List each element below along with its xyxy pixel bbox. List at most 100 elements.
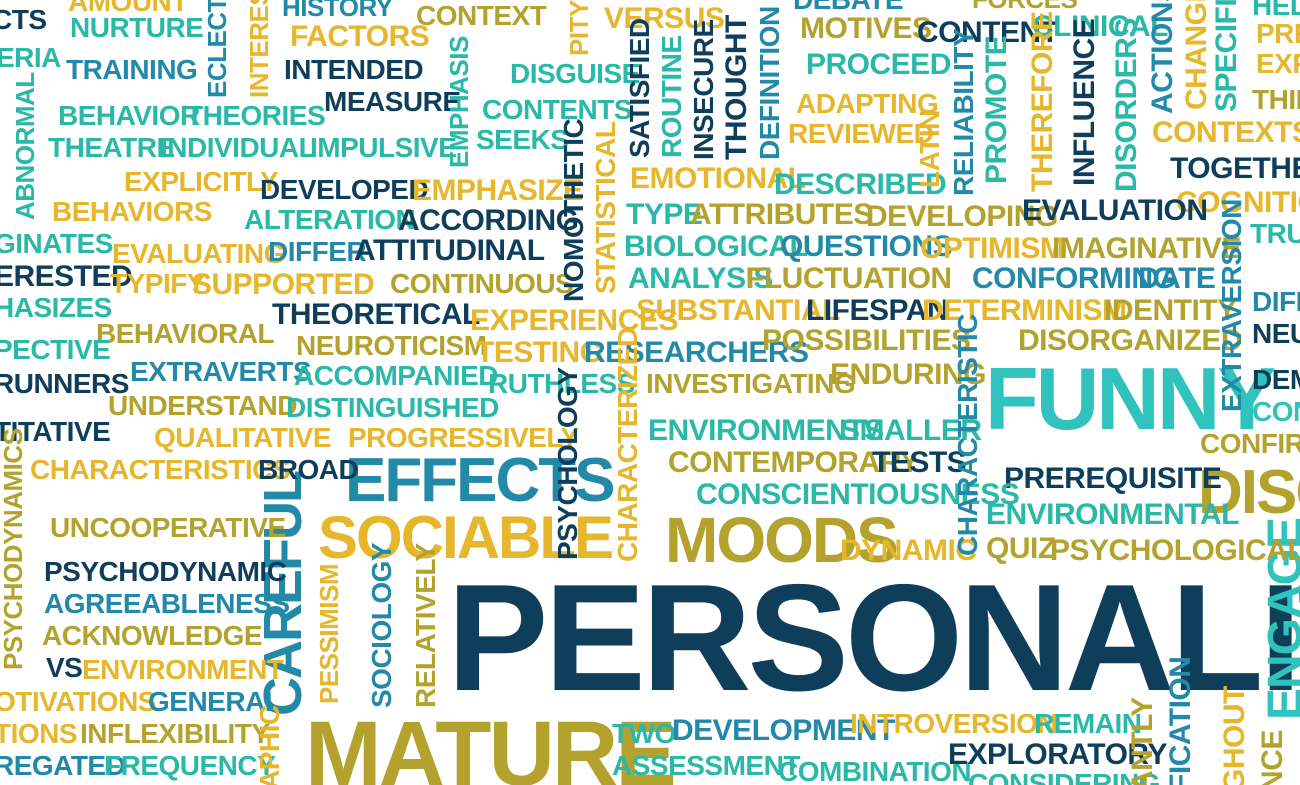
word-described: DESCRIBED	[774, 168, 947, 201]
word-moods: MOODS	[665, 504, 899, 576]
word-eria: ERIA	[0, 42, 61, 73]
word-factors: FACTORS	[290, 20, 430, 53]
word-accompanied: ACCOMPANIED	[294, 360, 498, 391]
word-routine: ROUTINE	[656, 35, 687, 159]
word-history: HISTORY	[282, 0, 393, 22]
word-eclectic: ECLECTIC	[202, 0, 232, 98]
word-pective: PECTIVE	[0, 334, 111, 365]
word-conscientiousness: CONSCIENTIOUSNESS	[696, 478, 1020, 511]
word-nomothetic: NOMOTHETIC	[558, 118, 589, 302]
word-psychology: PSYCHOLOGY	[552, 367, 583, 560]
word-alteration: ALTERATION	[244, 204, 416, 235]
word-aphic: APHIC	[254, 705, 285, 785]
word-runners: RUNNERS	[0, 368, 129, 399]
word-emphasize: EMPHASIZE	[412, 174, 583, 207]
word-remain: REMAIN	[1034, 708, 1142, 739]
word-measure: MEASURE	[324, 86, 461, 117]
word-reviewed: REVIEWED	[788, 118, 934, 149]
word-thought: THOUGHT	[720, 15, 753, 160]
word-developing: DEVELOPING	[866, 200, 1058, 233]
word-together: TOGETHER	[1170, 152, 1300, 185]
word-interest: INTERES	[244, 0, 274, 98]
word-content: CONTENT	[917, 16, 1059, 49]
word-effects: EFFECTS	[345, 446, 615, 515]
word-evaluating: EVALUATING	[112, 238, 285, 269]
word-continuous: CONTINUOUS	[390, 268, 574, 299]
word-seeks: SEEKS	[476, 124, 569, 155]
word-experiences: EXPERIENCES	[470, 304, 678, 337]
word-actions: ACTIONS	[1146, 0, 1179, 114]
word-personality: PERSONALITY	[447, 553, 1300, 723]
word-pity: PITY	[564, 0, 594, 56]
word-broad: BROAD	[258, 454, 359, 485]
word-tru: TRU	[1250, 218, 1300, 249]
word-two: TWO	[612, 718, 676, 749]
word-combination: COMBINATION	[778, 756, 972, 785]
word-reliability: RELIABILITY	[948, 28, 979, 196]
word-behavioral: BEHAVIORAL	[96, 318, 275, 349]
word-mature: MATURE	[305, 703, 677, 785]
word-environmental: ENVIRONMENTAL	[986, 498, 1239, 531]
word-context: CONTEXT	[416, 0, 547, 31]
word-titative: TITATIVE	[0, 416, 111, 447]
word-behaviors: BEHAVIORS	[52, 196, 212, 227]
word-training: TRAINING	[66, 54, 198, 85]
word-pessimism: PESSIMISM	[314, 564, 344, 704]
word-date: DATE	[1138, 262, 1216, 295]
word-characteristic: CHARACTERISTIC	[952, 314, 983, 556]
word-otivations: OTIVATIONS	[0, 686, 156, 717]
word-hasizes: HASIZES	[0, 292, 112, 323]
word-environment: ENVIRONMENT	[82, 654, 284, 685]
word-type: TYPE	[626, 198, 703, 231]
word-according: ACCORDING	[398, 204, 579, 237]
word-antly: ANTLY	[1126, 697, 1159, 785]
word-extraversion: EXTRAVERSION	[1216, 199, 1247, 412]
word-development: DEVELOPMENT	[672, 714, 895, 747]
word-psychological: PSYCHOLOGICAL	[1050, 534, 1300, 567]
word-progressively: PROGRESSIVELY	[348, 422, 579, 453]
word-theatre: THEATRE	[48, 132, 175, 163]
word-neuroticism: NEUROTICISM	[296, 330, 487, 361]
word-typify: TYPIFY	[110, 268, 206, 299]
word-therefore: THEREFORE	[1026, 11, 1059, 192]
word-sociology: SOCIOLOGY	[366, 542, 397, 708]
word-forces: FORCES	[972, 0, 1078, 12]
word-theories: THEORIES	[186, 100, 326, 131]
word-conforming: CONFORMING	[972, 262, 1176, 295]
word-testing: TESTING	[476, 336, 603, 369]
word-explicitly: EXPLICITLY	[124, 166, 279, 197]
word-characterized: CHARACTERIZED	[612, 327, 643, 562]
word-proceed: PROCEED	[806, 48, 951, 81]
word-emphasis: EMPHASIS	[444, 36, 474, 168]
word-characteristics: CHARACTERISTICS	[30, 454, 291, 485]
word-possibilities: POSSIBILITIES	[762, 324, 971, 357]
word-diff: DIFF	[1252, 286, 1300, 317]
word-vs: VS	[46, 652, 83, 683]
word-individual: INDIVIDUAL	[160, 132, 316, 163]
word-sociable: SOCIABLE	[318, 504, 614, 571]
word-dynamic: DYNAMIC	[840, 534, 977, 567]
word-environments: ENVIRONMENTS	[648, 414, 884, 447]
word-general: GENERAL	[148, 686, 282, 717]
word-definition: DEFINITION	[754, 6, 785, 160]
word-abnormal: ABNORMAL	[10, 72, 40, 220]
word-neu: NEU	[1252, 318, 1300, 349]
word-funny: FUNNY	[985, 349, 1276, 448]
word-ruthless: RUTHLESS	[488, 368, 635, 399]
word-enduring: ENDURING	[830, 358, 987, 391]
word-analysis: ANALYSIS	[628, 262, 773, 295]
word-pre: PRE	[1256, 18, 1300, 49]
word-statistical: STATISTICAL	[590, 121, 621, 294]
word-regated: REGATED	[0, 750, 126, 781]
word-nce: NCE	[1256, 730, 1289, 785]
word-substantial: SUBSTANTIAL	[636, 294, 840, 327]
word-versus: VERSUS	[604, 2, 725, 35]
word-developed: DEVELOPED	[260, 174, 429, 205]
word-change: CHANGE	[1180, 0, 1213, 110]
word-disorders: DISORDERS	[1110, 18, 1143, 192]
word-frequency: FREQUENCY	[104, 750, 276, 781]
word-identity: IDENTITY	[1104, 294, 1237, 327]
word-hel: HEL	[1252, 0, 1300, 21]
